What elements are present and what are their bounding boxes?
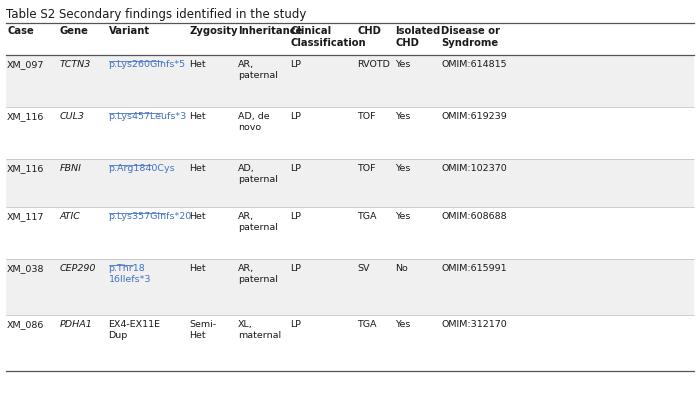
Text: Yes: Yes [395, 320, 411, 329]
Text: Disease or
Syndrome: Disease or Syndrome [441, 26, 500, 49]
Text: CUL3: CUL3 [60, 112, 85, 121]
Bar [6, 159, 694, 207]
Text: CEP290: CEP290 [60, 264, 96, 273]
Text: XM_038: XM_038 [7, 264, 45, 273]
Text: TCTN3: TCTN3 [60, 60, 91, 69]
Text: SV: SV [357, 264, 370, 273]
Text: Het: Het [189, 212, 206, 221]
Text: Het: Het [189, 112, 206, 121]
Text: No: No [395, 264, 408, 273]
Text: Het: Het [189, 60, 206, 69]
Text: XL,
maternal: XL, maternal [238, 320, 281, 341]
Text: p.Lys357GInfs*20: p.Lys357GInfs*20 [108, 212, 192, 221]
Text: OMIM:312170: OMIM:312170 [441, 320, 507, 329]
Text: CHD: CHD [357, 26, 381, 36]
Text: PDHA1: PDHA1 [60, 320, 92, 329]
Text: XM_116: XM_116 [7, 112, 44, 121]
Text: XM_097: XM_097 [7, 60, 44, 69]
Text: LP: LP [290, 212, 302, 221]
Text: Semi-
Het: Semi- Het [189, 320, 216, 341]
Text: AD, de
novo: AD, de novo [238, 112, 270, 132]
Text: TGA: TGA [357, 320, 377, 329]
Text: FBNI: FBNI [60, 164, 81, 173]
Text: AR,
paternal: AR, paternal [238, 212, 278, 232]
Text: AR,
paternal: AR, paternal [238, 60, 278, 81]
Text: OMIM:615991: OMIM:615991 [441, 264, 507, 273]
Text: XM_086: XM_086 [7, 320, 44, 329]
Text: LP: LP [290, 60, 302, 69]
Text: Isolated
CHD: Isolated CHD [395, 26, 441, 49]
Text: Gene: Gene [60, 26, 88, 36]
Text: ATIC: ATIC [60, 212, 80, 221]
Text: Table S2 Secondary findings identified in the study: Table S2 Secondary findings identified i… [6, 8, 307, 21]
Text: p.Arg1840Cys: p.Arg1840Cys [108, 164, 175, 173]
Text: p.Lys260GInfs*5: p.Lys260GInfs*5 [108, 60, 186, 69]
Text: Yes: Yes [395, 212, 411, 221]
Text: AR,
paternal: AR, paternal [238, 264, 278, 284]
Text: Clinical
Classification: Clinical Classification [290, 26, 366, 49]
Text: Variant: Variant [108, 26, 150, 36]
Text: LP: LP [290, 112, 302, 121]
Text: OMIM:102370: OMIM:102370 [441, 164, 507, 173]
Text: Zygosity: Zygosity [189, 26, 237, 36]
Bar [6, 207, 694, 259]
Text: p.Thr18
16Ilefs*3: p.Thr18 16Ilefs*3 [108, 264, 151, 284]
Text: Yes: Yes [395, 60, 411, 69]
Text: TOF: TOF [357, 112, 375, 121]
Text: OMIM:614815: OMIM:614815 [441, 60, 507, 69]
Bar [6, 259, 694, 315]
Text: XM_117: XM_117 [7, 212, 44, 221]
Text: XM_116: XM_116 [7, 164, 44, 173]
Text: EX4-EX11E
Dup: EX4-EX11E Dup [108, 320, 160, 341]
Text: RVOTD: RVOTD [357, 60, 390, 69]
Text: Het: Het [189, 264, 206, 273]
Text: AD,
paternal: AD, paternal [238, 164, 278, 184]
Bar [6, 107, 694, 159]
Text: Het: Het [189, 164, 206, 173]
Text: p.Lys457Leufs*3: p.Lys457Leufs*3 [108, 112, 187, 121]
Text: Yes: Yes [395, 112, 411, 121]
Bar [6, 55, 694, 107]
Text: Inheritance: Inheritance [238, 26, 302, 36]
Text: TGA: TGA [357, 212, 377, 221]
Text: OMIM:619239: OMIM:619239 [441, 112, 507, 121]
Text: LP: LP [290, 264, 302, 273]
Bar [6, 315, 694, 371]
Text: TOF: TOF [357, 164, 375, 173]
Text: LP: LP [290, 164, 302, 173]
Text: Case: Case [7, 26, 34, 36]
Text: LP: LP [290, 320, 302, 329]
Text: OMIM:608688: OMIM:608688 [441, 212, 507, 221]
Text: Yes: Yes [395, 164, 411, 173]
